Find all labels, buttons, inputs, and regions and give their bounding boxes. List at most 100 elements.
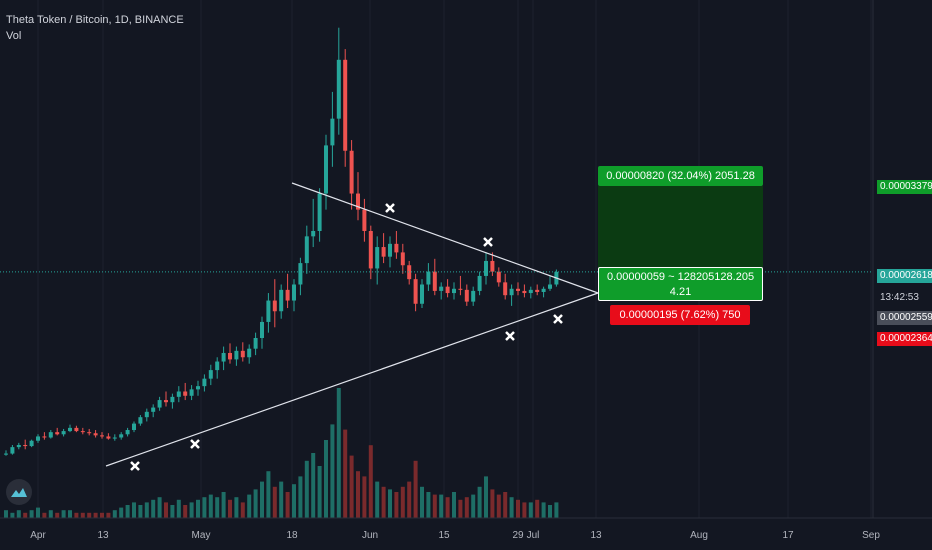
target-label[interactable]: 0.00000820 (32.04%) 2051.28 xyxy=(598,166,763,186)
volume-bar xyxy=(496,494,501,518)
volume-bar xyxy=(388,489,392,518)
candle-body xyxy=(157,400,162,408)
volume-indicator-label[interactable]: Vol xyxy=(6,30,22,42)
target-price-tag: 0.00003379 xyxy=(877,180,932,194)
volume-bar xyxy=(36,507,40,518)
candle-body xyxy=(119,434,124,438)
position-center-line1: 0.00000059 ~ 128205128.205 xyxy=(606,271,755,283)
candle-body xyxy=(311,231,316,237)
candle-body xyxy=(458,288,463,290)
candle-body xyxy=(260,321,264,338)
candle-body xyxy=(253,338,258,349)
candle-body xyxy=(151,407,156,412)
candle-body xyxy=(164,400,168,403)
volume-bar xyxy=(93,512,98,518)
candle-body xyxy=(324,145,328,194)
pivot-x-marker xyxy=(190,439,200,449)
candle-body xyxy=(80,431,85,433)
volume-bar xyxy=(55,512,60,518)
tradingview-logo-icon[interactable] xyxy=(6,479,32,505)
candle-body xyxy=(16,445,21,448)
volume-bar xyxy=(464,497,469,518)
long-position-profit-zone[interactable] xyxy=(598,186,763,282)
candle-body xyxy=(48,432,53,438)
candle-body xyxy=(426,271,431,285)
volume-bar xyxy=(554,502,559,518)
volume-bar xyxy=(279,481,284,518)
volume-bar xyxy=(16,510,21,518)
volume-bar xyxy=(490,489,495,518)
volume-bar xyxy=(138,505,143,518)
time-tick-label: Sep xyxy=(862,530,880,541)
volume-bar xyxy=(394,492,399,518)
volume-bar xyxy=(336,388,341,518)
candle-body xyxy=(484,260,488,276)
volume-bar xyxy=(170,505,175,518)
candle-body xyxy=(272,300,277,312)
candle-body xyxy=(112,437,117,439)
volume-bar xyxy=(29,510,34,518)
volume-bar xyxy=(221,492,226,518)
candle-body xyxy=(132,423,136,431)
candle-body xyxy=(388,243,392,257)
candle-body xyxy=(439,286,444,291)
candle-body xyxy=(394,243,399,253)
candle-body xyxy=(445,286,450,294)
symbol-title[interactable]: Theta Token / Bitcoin, 1D, BINANCE xyxy=(6,14,184,26)
candle-body xyxy=(471,290,476,302)
stop-label[interactable]: 0.00000195 (7.62%) 750 xyxy=(610,305,750,325)
pivot-x-stroke xyxy=(385,203,395,213)
candle-body xyxy=(490,260,495,272)
candle-body xyxy=(87,432,92,434)
volume-bar xyxy=(132,502,136,518)
position-center-label[interactable]: 0.00000059 ~ 128205128.205 4.21 xyxy=(598,267,763,301)
volume-bar xyxy=(189,502,194,518)
trendline-drawings[interactable] xyxy=(105,182,599,467)
candle-body xyxy=(452,288,456,294)
candle-body xyxy=(4,453,8,455)
candle-body xyxy=(55,432,60,435)
volume-bar xyxy=(106,512,111,518)
volume-bar xyxy=(484,476,488,518)
candle-body xyxy=(349,150,354,194)
pivot-x-marker xyxy=(130,461,140,471)
candle-body xyxy=(548,284,552,289)
pivot-x-marker xyxy=(553,314,563,324)
volume-bar xyxy=(119,507,124,518)
volume-bar xyxy=(260,481,264,518)
volume-bar xyxy=(503,492,508,518)
candle-body xyxy=(61,431,66,435)
volume-bar xyxy=(432,494,437,518)
candle-body xyxy=(125,430,130,435)
current-price-tag: 0.00002618 xyxy=(877,269,932,283)
candle-body xyxy=(420,284,424,304)
candle-body xyxy=(330,118,335,146)
candle-body xyxy=(228,352,232,360)
volume-bar xyxy=(356,471,360,518)
candle-body xyxy=(176,391,181,397)
volume-bar xyxy=(535,499,540,518)
volume-bar xyxy=(112,510,117,518)
candle-body xyxy=(343,59,348,151)
time-tick-label: 15 xyxy=(438,530,450,541)
candle-body xyxy=(138,417,143,424)
candle-body xyxy=(36,436,40,441)
volume-bar xyxy=(183,505,188,518)
volume-bar xyxy=(439,494,444,518)
candle-body xyxy=(68,427,72,432)
candle-body xyxy=(208,370,213,379)
position-center-line2: 4.21 xyxy=(669,286,692,298)
upper-trendline xyxy=(291,182,599,294)
volume-bar xyxy=(247,494,252,518)
volume-bar xyxy=(516,499,520,518)
time-tick-label: Apr xyxy=(30,530,46,541)
volume-bar xyxy=(266,471,271,518)
pivot-x-stroke xyxy=(505,331,515,341)
volume-bar xyxy=(400,486,405,518)
volume-bar xyxy=(157,497,162,518)
volume-bar xyxy=(215,497,220,518)
pivot-x-stroke xyxy=(553,314,563,324)
time-tick-label: Jul xyxy=(527,530,540,541)
candle-body xyxy=(106,436,111,439)
